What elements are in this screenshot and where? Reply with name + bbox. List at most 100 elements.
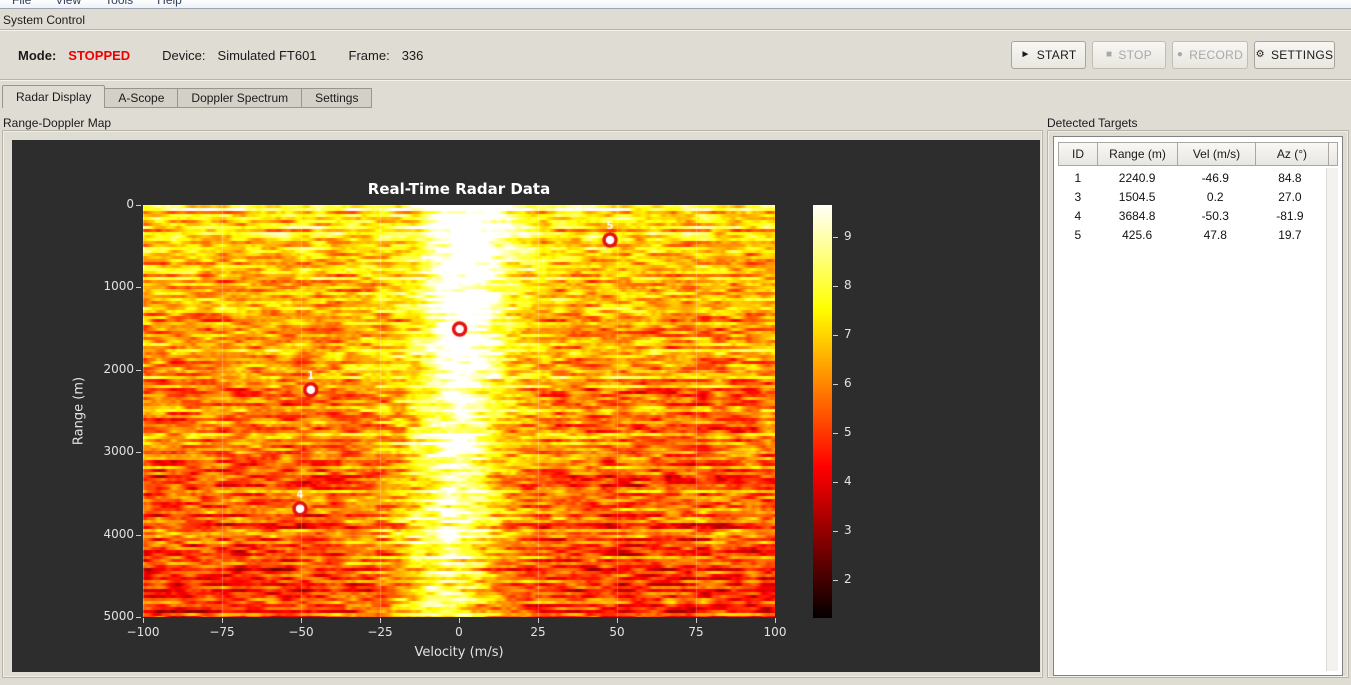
x-tick-label: −100 bbox=[126, 625, 160, 639]
x-tick-label: 100 bbox=[763, 625, 787, 639]
tab-a-scope[interactable]: A-Scope bbox=[105, 88, 179, 108]
chart-title: Real-Time Radar Data bbox=[367, 180, 551, 198]
colorbar-tick-mark bbox=[833, 384, 838, 385]
colorbar-tick-label: 7 bbox=[844, 327, 852, 341]
colorbar-tick-label: 9 bbox=[844, 229, 852, 243]
column-header[interactable]: Vel (m/s) bbox=[1178, 142, 1256, 166]
table-cell: 425.6 bbox=[1122, 227, 1153, 242]
mode-label: Mode: bbox=[18, 48, 57, 63]
tab-settings[interactable]: Settings bbox=[302, 88, 373, 108]
table-row[interactable]: 4 3684.8 -50.3 -81.9 bbox=[1058, 206, 1326, 225]
x-tick-mark bbox=[143, 618, 144, 623]
colorbar-tick-mark bbox=[833, 237, 838, 238]
device-value: Simulated FT601 bbox=[217, 48, 317, 63]
y-tick-label: 0 bbox=[126, 197, 134, 211]
stop-icon: ■ bbox=[1106, 49, 1113, 60]
tab-doppler-spectrum[interactable]: Doppler Spectrum bbox=[178, 88, 303, 108]
table-cell: 5 bbox=[1074, 227, 1082, 242]
colorbar-tick-mark bbox=[833, 335, 838, 336]
y-tick-label: 4000 bbox=[103, 526, 134, 541]
y-tick-mark bbox=[136, 287, 141, 289]
colorbar bbox=[813, 205, 832, 618]
start-button[interactable]: ► START bbox=[1011, 41, 1086, 69]
colorbar-tick-mark bbox=[833, 433, 838, 434]
column-header[interactable]: ID bbox=[1058, 142, 1098, 166]
settings-button[interactable]: ⚙ SETTINGS bbox=[1254, 41, 1335, 69]
tab-bar: Radar Display A-Scope Doppler Spectrum S… bbox=[2, 85, 373, 108]
table-cell: 1504.5 bbox=[1118, 189, 1156, 204]
mode-value: STOPPED bbox=[68, 48, 131, 63]
menu-help[interactable]: Help bbox=[157, 0, 182, 7]
x-tick-label: −75 bbox=[209, 625, 235, 639]
targets-table-header: ID Range (m) Vel (m/s) Az (°) bbox=[1058, 142, 1338, 166]
range-doppler-group-label: Range-Doppler Map bbox=[3, 116, 112, 130]
range-doppler-group-border bbox=[2, 130, 1043, 678]
colorbar-tick-label: 6 bbox=[844, 376, 852, 390]
table-cell: 2240.9 bbox=[1118, 170, 1156, 185]
menu-tools[interactable]: Tools bbox=[105, 0, 134, 7]
x-tick-mark bbox=[617, 618, 618, 623]
targets-table-body: 1 2240.9 -46.9 84.8 3 1504.5 0.2 27.0 4 3684.8 -50… bbox=[1058, 168, 1326, 244]
table-scrollbar[interactable] bbox=[1326, 168, 1338, 671]
table-row[interactable]: 5 425.6 47.8 19.7 bbox=[1058, 225, 1326, 244]
detected-targets-group-label: Detected Targets bbox=[1047, 116, 1138, 130]
colorbar-tick-mark bbox=[833, 286, 838, 287]
frame-value: 336 bbox=[401, 48, 424, 63]
x-axis-label: Velocity (m/s) bbox=[414, 645, 504, 660]
range-doppler-heatmap bbox=[143, 205, 775, 617]
colorbar-tick-mark bbox=[833, 482, 838, 483]
tab-radar-display[interactable]: Radar Display bbox=[2, 85, 106, 108]
table-cell: 3 bbox=[1074, 189, 1082, 204]
x-tick-mark bbox=[696, 618, 697, 623]
x-tick-label: −25 bbox=[367, 625, 393, 639]
table-row[interactable]: 1 2240.9 -46.9 84.8 bbox=[1058, 168, 1326, 187]
x-tick-mark bbox=[301, 618, 302, 623]
detected-targets-group-border bbox=[1047, 130, 1349, 678]
table-cell: 27.0 bbox=[1278, 189, 1302, 204]
column-header[interactable]: Range (m) bbox=[1098, 142, 1178, 166]
x-tick-mark bbox=[538, 618, 539, 623]
colorbar-tick-mark bbox=[833, 531, 838, 532]
x-tick-label: 0 bbox=[455, 625, 463, 639]
y-tick-label: 3000 bbox=[103, 444, 134, 459]
play-icon: ► bbox=[1020, 49, 1031, 60]
device-label: Device: bbox=[162, 48, 206, 63]
colorbar-tick-label: 2 bbox=[844, 572, 852, 586]
record-button-label: RECORD bbox=[1189, 48, 1244, 62]
y-tick-mark bbox=[136, 205, 141, 206]
table-cell: 0.2 bbox=[1206, 189, 1224, 204]
stop-button[interactable]: ■ STOP bbox=[1092, 41, 1166, 69]
x-tick-mark bbox=[459, 618, 460, 623]
record-button[interactable]: ● RECORD bbox=[1172, 41, 1248, 69]
table-cell: 3684.8 bbox=[1118, 208, 1156, 223]
gear-icon: ⚙ bbox=[1255, 49, 1265, 60]
x-tick-mark bbox=[222, 618, 223, 623]
x-tick-label: 75 bbox=[688, 625, 704, 639]
y-axis-label: Range (m) bbox=[71, 376, 87, 446]
system-control-group-label: System Control bbox=[3, 13, 86, 27]
colorbar-tick-label: 3 bbox=[844, 523, 852, 537]
start-button-label: START bbox=[1036, 48, 1077, 62]
x-tick-label: 25 bbox=[530, 625, 546, 639]
colorbar-tick-label: 4 bbox=[844, 474, 852, 488]
y-tick-label: 1000 bbox=[103, 279, 134, 294]
status-row: Mode: STOPPED Device: Simulated FT601 Fr… bbox=[18, 41, 423, 70]
table-cell: -81.9 bbox=[1276, 208, 1304, 223]
x-tick-mark bbox=[380, 618, 381, 623]
table-row[interactable]: 3 1504.5 0.2 27.0 bbox=[1058, 187, 1326, 206]
stop-button-label: STOP bbox=[1118, 48, 1152, 62]
table-cell: 1 bbox=[1074, 170, 1082, 185]
control-buttons: ► START ■ STOP ● RECORD ⚙ SETTINGS bbox=[1011, 41, 1335, 69]
column-header-stub bbox=[1329, 142, 1338, 166]
menu-view[interactable]: View bbox=[55, 0, 82, 7]
x-tick-label: −50 bbox=[288, 625, 314, 639]
frame-label: Frame: bbox=[348, 48, 390, 63]
y-tick-mark bbox=[136, 534, 141, 536]
x-tick-label: 50 bbox=[609, 625, 625, 639]
menu-file[interactable]: File bbox=[12, 0, 32, 7]
y-tick-mark bbox=[136, 369, 141, 371]
colorbar-tick-label: 5 bbox=[844, 425, 852, 439]
column-header[interactable]: Az (°) bbox=[1256, 142, 1329, 166]
table-cell: 19.7 bbox=[1278, 227, 1302, 242]
